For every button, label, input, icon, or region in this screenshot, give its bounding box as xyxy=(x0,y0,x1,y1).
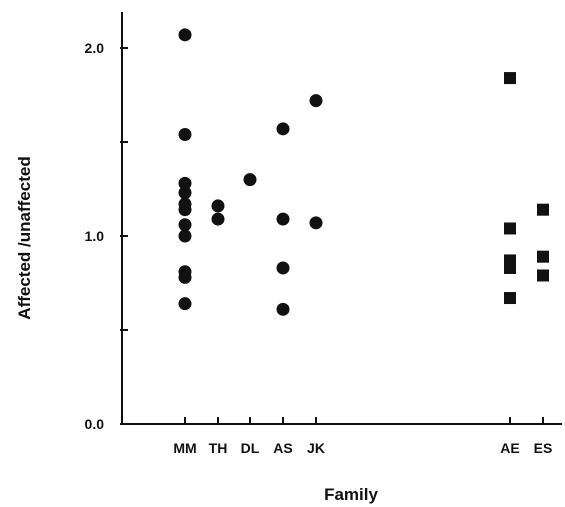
x-tick-label-es: ES xyxy=(534,440,553,456)
x-tick-label-jk: JK xyxy=(307,440,325,456)
data-point-circle xyxy=(276,261,290,275)
data-point-circle xyxy=(309,216,323,230)
data-point-circle xyxy=(178,218,192,232)
data-point-circle xyxy=(178,203,192,217)
data-point-square xyxy=(504,72,516,85)
x-tick-label-dl: DL xyxy=(241,440,260,456)
y-tick-label: 2.0 xyxy=(85,40,105,56)
data-point-square xyxy=(504,222,516,235)
x-tick-label-ae: AE xyxy=(500,440,519,456)
data-point-circle xyxy=(178,186,192,200)
x-ticks: MM TH DL AS JK AE ES xyxy=(173,417,552,456)
data-point-circle xyxy=(178,127,192,141)
data-point-circle xyxy=(178,270,192,284)
data-point-circle xyxy=(178,28,192,42)
data-point-circle xyxy=(211,212,225,226)
y-ticks: 0.0 1.0 2.0 xyxy=(85,40,128,432)
y-tick-label: 1.0 xyxy=(85,228,105,244)
data-point-circle xyxy=(309,94,323,108)
data-point-circle xyxy=(243,173,257,187)
data-point-circle xyxy=(178,229,192,243)
data-point-square xyxy=(537,203,549,216)
y-axis-title: Affected /unaffected xyxy=(15,156,34,319)
data-point-square xyxy=(504,292,516,305)
data-points xyxy=(178,28,549,316)
data-point-square xyxy=(537,269,549,282)
data-point-square xyxy=(504,261,516,274)
data-point-circle xyxy=(276,122,290,136)
x-tick-label-as: AS xyxy=(273,440,292,456)
y-tick-label: 0.0 xyxy=(85,416,105,432)
axes xyxy=(121,12,562,425)
data-point-circle xyxy=(276,302,290,316)
x-tick-label-mm: MM xyxy=(173,440,196,456)
data-point-circle xyxy=(211,199,225,213)
data-point-circle xyxy=(178,176,192,190)
data-point-circle xyxy=(178,297,192,311)
x-axis-title: Family xyxy=(324,485,378,504)
x-tick-label-th: TH xyxy=(209,440,228,456)
data-point-circle xyxy=(276,212,290,226)
data-point-square xyxy=(537,250,549,263)
